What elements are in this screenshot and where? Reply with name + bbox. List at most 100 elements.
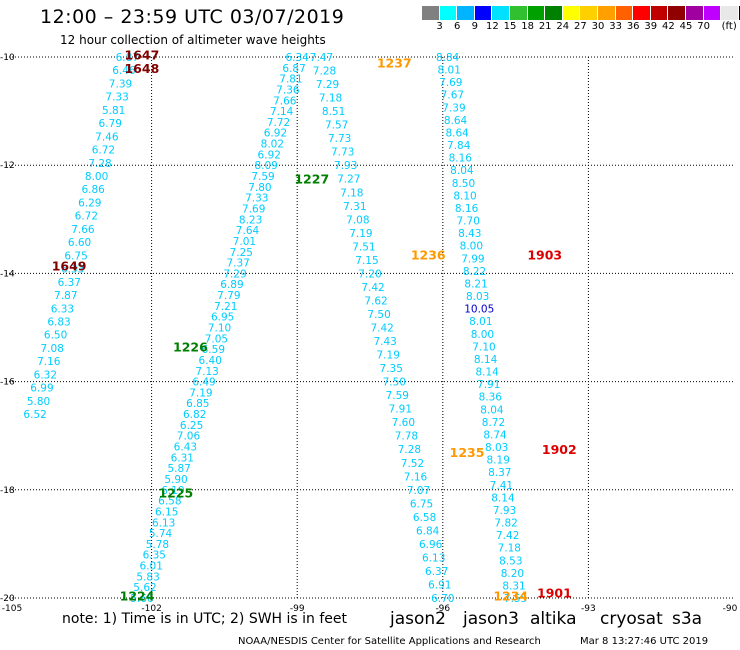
wave-height-value: 7.81 [279, 74, 302, 86]
lon-tick-label: -96 [435, 604, 450, 614]
wave-height-value: 5.87 [167, 463, 190, 475]
wave-height-value: 6.49 [192, 377, 215, 389]
lon-tick-label: -90 [723, 604, 738, 614]
wave-height-value: 7.82 [494, 518, 517, 530]
page-subtitle: 12 hour collection of altimeter wave hei… [60, 33, 326, 47]
wave-height-value: 7.36 [276, 84, 300, 96]
wave-height-value: 6.96 [419, 539, 443, 551]
lon-tick-label: -93 [581, 604, 596, 614]
wave-height-value: 8.43 [458, 228, 481, 240]
wave-height-value: 5.83 [136, 571, 159, 583]
wave-height-value: 7.41 [490, 480, 513, 492]
wave-height-value: 5.78 [146, 539, 169, 551]
wave-height-value: 7.16 [404, 471, 428, 483]
wave-height-value: 7.39 [442, 102, 465, 114]
legend-swatch [545, 6, 563, 20]
wave-height-value: 7.42 [370, 323, 393, 335]
wave-height-value: 6.58 [158, 496, 181, 508]
lat-tick-label: -18 [0, 486, 15, 496]
wave-height-value: 8.02 [261, 139, 284, 151]
wave-height-value: 7.27 [337, 174, 360, 186]
wave-height-value: 6.59 [202, 344, 225, 356]
wave-height-value: 8.00 [471, 329, 494, 341]
wave-height-value: 5.62 [133, 582, 156, 594]
wave-height-value: 5.80 [27, 396, 50, 408]
legend-label: 70 [697, 21, 710, 32]
wave-height-value: 6.29 [78, 197, 101, 209]
wave-height-value: 7.42 [361, 282, 384, 294]
wave-height-value: 7.72 [267, 117, 290, 129]
wave-height-value: 8.72 [482, 417, 505, 429]
wave-height-value: 7.35 [380, 363, 403, 375]
pass-time-label: 1235 [450, 445, 485, 460]
wave-height-value: 7.69 [439, 77, 462, 89]
wave-height-value: 8.23 [239, 214, 262, 226]
wave-height-value: 8.64 [445, 127, 469, 139]
wave-height-value: 8.64 [444, 115, 468, 127]
legend-swatch [492, 6, 510, 20]
wave-height-value: 8.14 [491, 492, 515, 504]
legend-label: 18 [521, 21, 534, 32]
legend-swatch [738, 6, 740, 20]
legend-label: 15 [503, 21, 517, 32]
legend-swatch [457, 6, 475, 20]
wave-height-value: 6.37 [425, 566, 448, 578]
wave-height-value: 7.70 [457, 216, 480, 228]
wave-height-value: 6.83 [47, 316, 70, 328]
wave-height-value: 7.18 [498, 543, 521, 555]
wave-height-value: 7.39 [109, 78, 132, 90]
wave-height-value: 8.01 [469, 316, 492, 328]
wave-height-value: 7.37 [226, 258, 249, 270]
legend-swatch [703, 6, 722, 20]
legend-label: 24 [556, 21, 570, 32]
wave-height-value: 8.14 [475, 367, 499, 379]
wave-height-value: 6.75 [64, 250, 87, 262]
wave-height-value: 7.73 [328, 133, 351, 145]
wave-height-value: 7.66 [71, 224, 95, 236]
wave-height-value: 6.70 [431, 593, 454, 605]
wave-height-value: 6.01 [140, 561, 163, 573]
wave-height-value: 7.16 [37, 356, 61, 368]
wave-height-value: 7.69 [242, 203, 265, 215]
wave-height-value: 6.58 [413, 512, 436, 524]
wave-height-value: 7.46 [95, 131, 119, 143]
wave-height-value: 8.50 [452, 178, 475, 190]
legend-swatch [615, 6, 634, 20]
wave-height-value: 7.18 [319, 93, 342, 105]
wave-height-value: 6.52 [23, 409, 46, 421]
wave-height-value: 7.64 [236, 225, 260, 237]
wave-height-value: 7.52 [401, 458, 424, 470]
wave-height-value: 7.15 [355, 255, 378, 267]
wave-height-value: 6.89 [220, 279, 243, 291]
wave-height-value: 5.90 [164, 474, 187, 486]
footer-timestamp: Mar 8 13:27:46 UTC 2019 [580, 636, 709, 647]
wave-height-value: 7.93 [334, 160, 357, 172]
legend-label: 9 [471, 21, 478, 32]
lat-tick-label: -10 [0, 53, 15, 63]
wave-height-value: 8.03 [485, 442, 508, 454]
wave-height-value: 7.80 [248, 182, 271, 194]
wave-height-value: 7.55 [504, 593, 527, 605]
wave-height-value: 6.91 [428, 579, 451, 591]
legend-label: 27 [574, 21, 587, 32]
legend-label: 45 [679, 21, 693, 32]
wave-height-value: 6.37 [58, 277, 81, 289]
wave-height-value: 8.16 [449, 153, 473, 165]
wave-height-value: 7.19 [189, 387, 212, 399]
legend-swatch [650, 6, 669, 20]
pass-time-label: 1647 [124, 47, 159, 62]
wave-height-value: 6.79 [99, 118, 122, 130]
wave-height-value: 7.79 [217, 290, 240, 302]
wave-height-value: 5.74 [149, 528, 173, 540]
wave-height-value: 5.81 [102, 105, 125, 117]
wave-height-value: 6.32 [34, 369, 57, 381]
wave-height-value: 7.50 [383, 377, 406, 389]
wave-height-value: 7.91 [477, 379, 500, 391]
wave-height-value: 7.60 [392, 417, 415, 429]
wave-height-value: 7.28 [313, 66, 336, 78]
wave-height-value: 7.51 [352, 241, 375, 253]
wave-height-value: 6.85 [186, 398, 209, 410]
legend-label: 3 [436, 21, 443, 32]
wave-height-value: 7.29 [223, 268, 246, 280]
wave-height-value: 8.21 [464, 278, 487, 290]
